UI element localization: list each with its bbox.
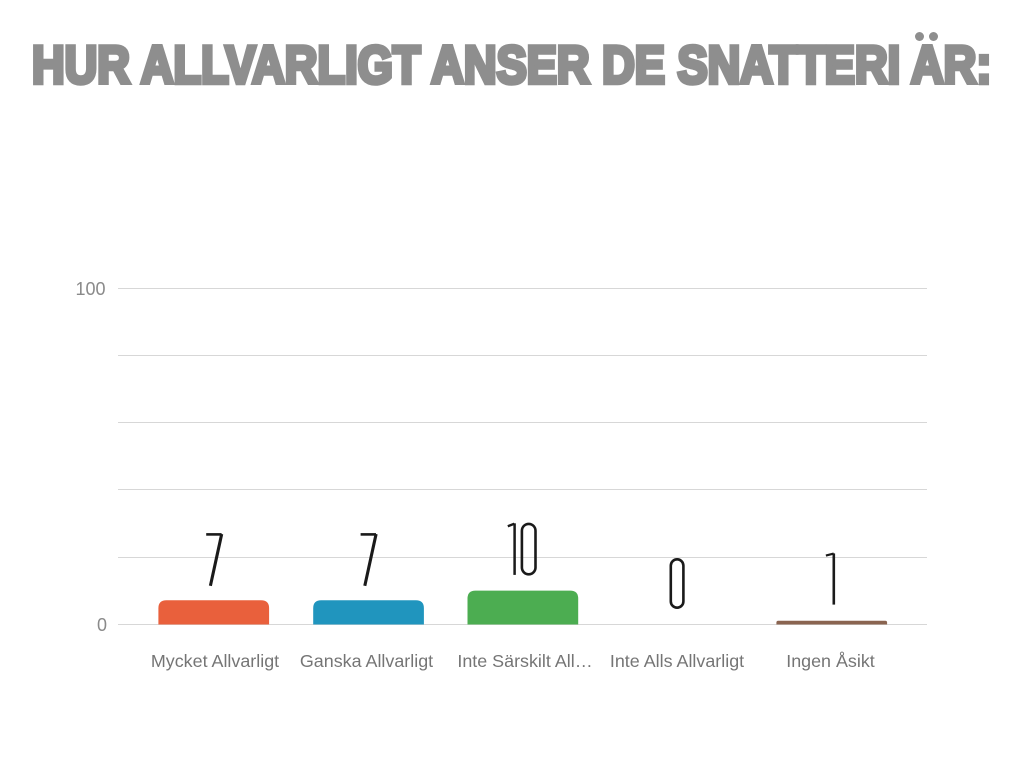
svg-text:Ganska Allvarligt: Ganska Allvarligt <box>300 651 433 671</box>
svg-text:Ingen Åsikt: Ingen Åsikt <box>786 651 875 671</box>
svg-text:100: 100 <box>75 279 105 299</box>
svg-text:Inte Alls Allvarligt: Inte Alls Allvarligt <box>610 651 744 671</box>
svg-text:0: 0 <box>97 615 107 635</box>
svg-text:Inte Särskilt All…: Inte Särskilt All… <box>457 651 592 671</box>
svg-text:Mycket Allvarligt: Mycket Allvarligt <box>151 651 279 671</box>
